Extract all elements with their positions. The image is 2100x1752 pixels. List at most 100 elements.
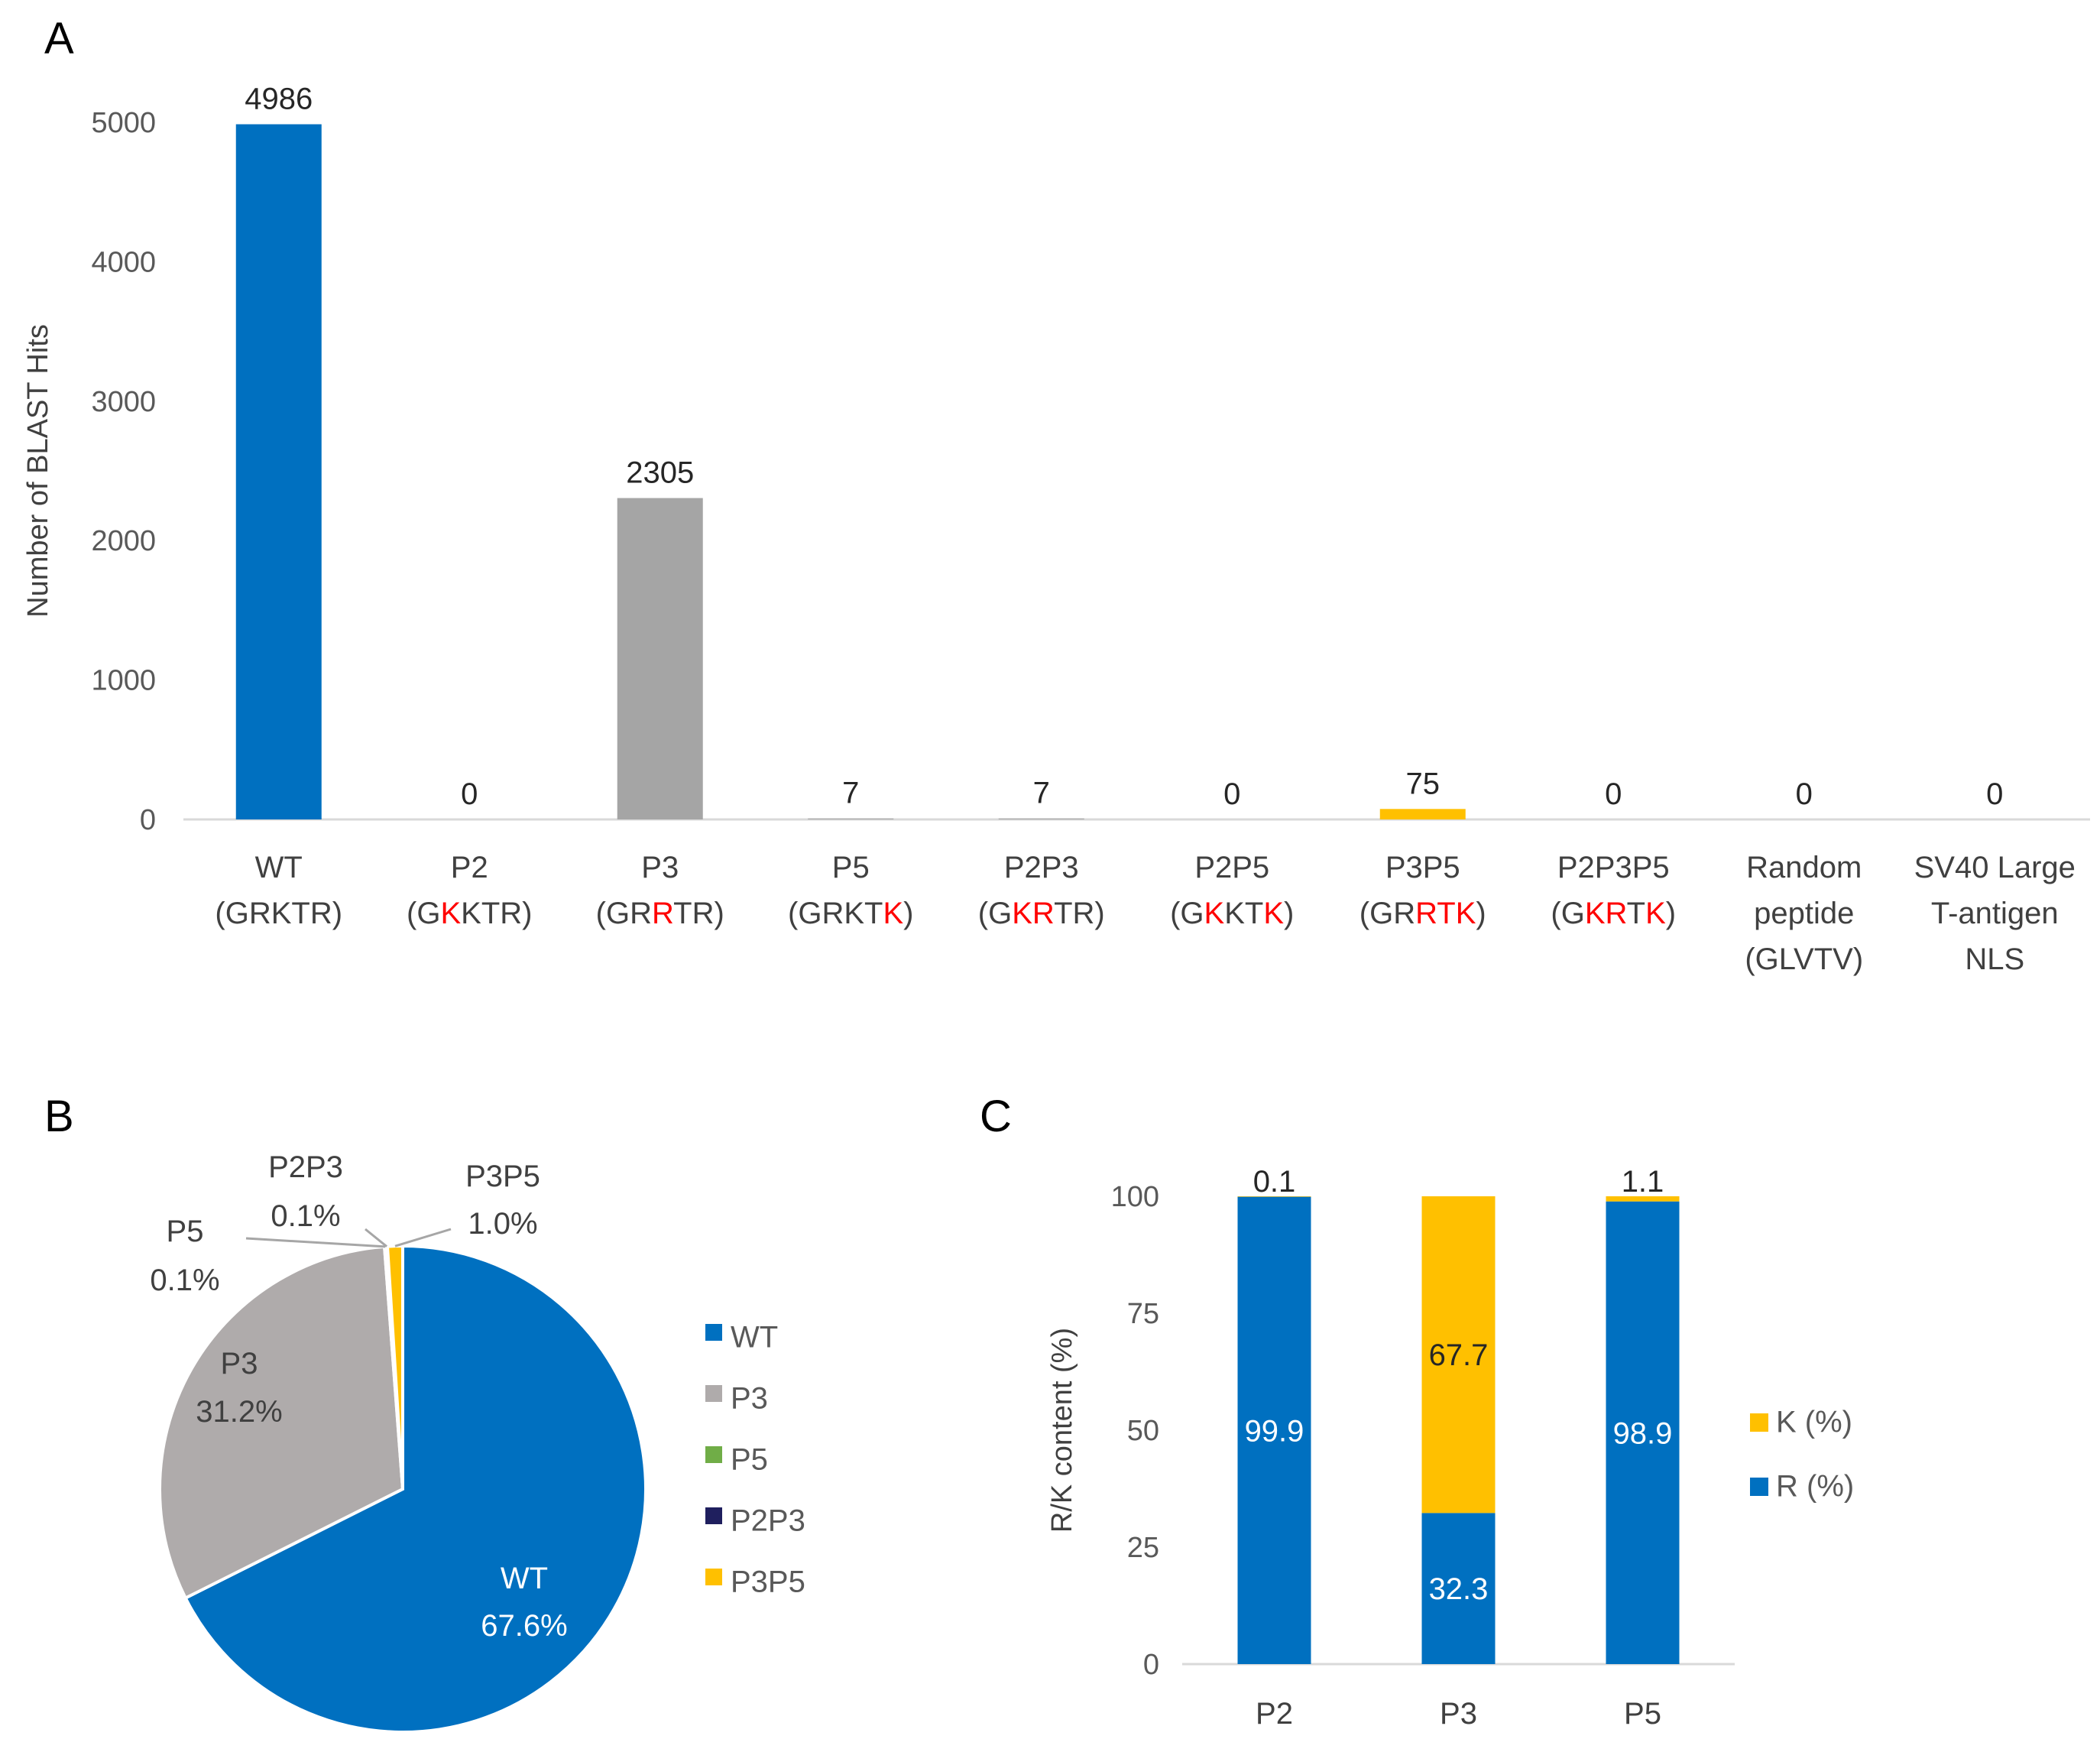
category-label-part: P2P3	[1004, 851, 1079, 884]
data-label-r-p5: 98.9	[1613, 1416, 1673, 1450]
category-label-part: KR	[1585, 897, 1627, 930]
pie-label-p3p5-name: P3P5	[465, 1160, 540, 1193]
bar-data-label-9: 0	[1986, 777, 2003, 811]
category-label-8: (GLVTV)	[1745, 943, 1863, 976]
category-label-part: TR)	[1054, 897, 1105, 930]
category-label-part: P3P5	[1385, 851, 1460, 884]
pie-label-p5-name: P5	[167, 1215, 204, 1248]
y-tick-label-c: 0	[1143, 1649, 1159, 1681]
category-label-part: P2P3P5	[1557, 851, 1670, 884]
data-label-k-p2: 0.1	[1253, 1165, 1296, 1199]
bar-k-p5	[1606, 1196, 1680, 1202]
category-label-part: (G	[1551, 897, 1584, 930]
category-label-part: peptide	[1754, 897, 1854, 930]
legend-swatch-wt	[705, 1324, 722, 1341]
category-label-5: (GKKTK)	[1170, 897, 1294, 930]
y-tick-label-a: 3000	[91, 386, 156, 418]
category-label-4: P2P3	[1004, 851, 1079, 884]
category-label-part: (GR	[1359, 897, 1415, 930]
y-tick-label-a: 2000	[91, 525, 156, 557]
bar-data-label-6: 75	[1406, 767, 1441, 800]
legend-swatch-p5	[705, 1446, 722, 1463]
category-label-part: (GLVTV)	[1745, 943, 1863, 976]
bar-k-p2	[1237, 1196, 1311, 1197]
category-label-part: KR	[1012, 897, 1054, 930]
leader-line-p5	[245, 1237, 386, 1248]
category-label-part: T-antigen	[1931, 897, 2059, 930]
bar-k-p3	[1421, 1196, 1496, 1514]
panel-a-label: A	[44, 14, 74, 63]
category-label-8: peptide	[1754, 897, 1854, 930]
category-label-part: (G	[978, 897, 1012, 930]
category-label-6: (GRRTK)	[1359, 897, 1486, 930]
category-label-part: (G	[1170, 897, 1204, 930]
pie-slice-p3	[157, 1244, 405, 1601]
leader-line-p3p5	[394, 1228, 452, 1247]
legend-label-p3: P3	[731, 1382, 768, 1416]
chart-b: WT67.6%P331.2%P50.1%P2P30.1%P3P51.0%WTP3…	[150, 1150, 805, 1734]
category-label-part: K	[1645, 897, 1666, 930]
category-label-part: (G	[407, 897, 440, 930]
category-label-2: (GRRTR)	[596, 897, 724, 930]
y-tick-label-a: 5000	[91, 107, 156, 139]
data-label-k-p5: 1.1	[1622, 1165, 1664, 1199]
category-label-part: )	[903, 897, 913, 930]
category-label-0: (GRKTR)	[215, 897, 342, 930]
bar-data-label-1: 0	[461, 777, 478, 811]
legend-label-p5: P5	[731, 1443, 768, 1477]
bar-r-p3	[1421, 1513, 1496, 1664]
category-label-6: P3P5	[1385, 851, 1460, 884]
category-label-2: P3	[641, 851, 679, 884]
category-label-part: RTK	[1415, 897, 1476, 930]
bar-r-p2	[1237, 1196, 1311, 1664]
y-tick-label-a: 1000	[91, 665, 156, 697]
category-label-part: K	[883, 897, 903, 930]
category-label-part: K	[1263, 897, 1284, 930]
pie-label-p2p3-name: P2P3	[268, 1150, 343, 1184]
category-label-7: P2P3P5	[1557, 851, 1670, 884]
category-label-c-p5: P5	[1624, 1697, 1661, 1731]
leader-line-p2p3	[365, 1228, 387, 1247]
bar-r-p5	[1606, 1201, 1680, 1664]
legend-label-p3p5: P3P5	[731, 1565, 805, 1599]
legend-swatch-c-1	[1750, 1478, 1768, 1496]
category-label-part: (GRKT	[788, 897, 883, 930]
legend-swatch-p3	[705, 1385, 722, 1402]
legend-swatch-p2p3	[705, 1507, 722, 1524]
data-label-r-p3: 32.3	[1429, 1572, 1489, 1606]
bar-data-label-3: 7	[842, 777, 859, 810]
bar-data-label-8: 0	[1796, 777, 1813, 811]
legend-label-p2p3: P2P3	[731, 1504, 805, 1538]
y-tick-label-a: 4000	[91, 246, 156, 278]
chart-a: 0 1000 2000 3000 4000 5000 Number of BLAST Hit…	[22, 83, 2090, 976]
bar-data-label-4: 7	[1033, 777, 1050, 810]
category-label-9: NLS	[1965, 943, 2024, 976]
category-label-0: WT	[255, 851, 303, 884]
category-label-part: K	[1204, 897, 1225, 930]
data-label-r-p2: 99.9	[1245, 1414, 1304, 1448]
category-label-part: P5	[832, 851, 870, 884]
category-label-part: Random	[1746, 851, 1862, 884]
category-label-1: (GKKTR)	[407, 897, 532, 930]
pie-slice-wt	[183, 1244, 647, 1734]
category-label-part: TR)	[673, 897, 724, 930]
category-label-part: )	[1666, 897, 1676, 930]
legend-label-wt: WT	[731, 1321, 778, 1355]
category-label-5: P2P5	[1194, 851, 1269, 884]
category-label-part: WT	[255, 851, 303, 884]
pie-slice-p3p5	[385, 1244, 404, 1490]
y-tick-label-a: 0	[140, 804, 156, 836]
chart-c: 0 25 50 75 100 R/K content (%) 99.9 0.1 P2 32.3 67…	[1046, 1165, 1854, 1731]
bar-data-label-5: 0	[1223, 777, 1240, 811]
category-label-part: (GR	[596, 897, 652, 930]
category-label-7: (GKRTK)	[1551, 897, 1676, 930]
pie-label-p5-value: 0.1%	[150, 1264, 219, 1297]
y-tick-label-c: 50	[1127, 1415, 1159, 1447]
y-axis-title-a: Number of BLAST Hits	[22, 324, 54, 618]
y-tick-label-c: 100	[1111, 1181, 1159, 1213]
pie-label-wt-name: WT	[501, 1562, 548, 1595]
category-label-part: SV40 Large	[1914, 851, 2076, 884]
bar-data-label-0: 4986	[245, 83, 313, 116]
pie-label-p3-name: P3	[221, 1347, 258, 1381]
